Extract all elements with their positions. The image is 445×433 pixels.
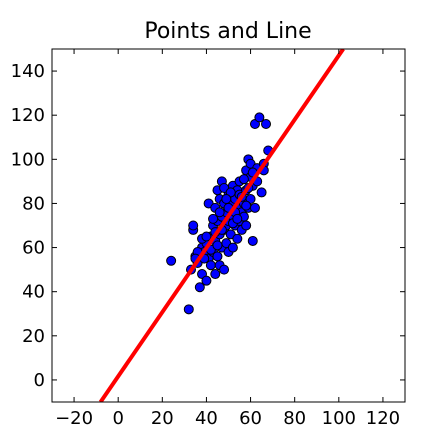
fit-line (98, 49, 345, 402)
y-tick-label: 60 (22, 238, 45, 259)
y-tick-label: 40 (22, 282, 45, 303)
data-point (210, 269, 221, 280)
x-tick-label: 100 (322, 408, 356, 429)
data-point (227, 242, 238, 253)
x-tick-label: −20 (55, 408, 93, 429)
data-point (212, 240, 223, 251)
x-tick-label: 40 (195, 408, 218, 429)
data-point (238, 174, 249, 185)
data-point (241, 200, 252, 211)
data-point (261, 119, 272, 130)
data-point (188, 220, 199, 231)
data-point (219, 264, 230, 275)
y-tick-label: 100 (11, 149, 45, 170)
data-point (201, 231, 212, 242)
data-point (208, 213, 219, 224)
x-tick-label: 80 (283, 408, 306, 429)
y-tick-label: 20 (22, 326, 45, 347)
data-point (232, 233, 243, 244)
data-point (247, 235, 258, 246)
y-tick-label: 120 (11, 105, 45, 126)
plot-frame (51, 48, 406, 403)
axes-layer: −20 0 20 40 60 80 100 120 0 20 40 60 80 100 120 140 (11, 48, 406, 429)
data-point (249, 202, 260, 213)
data-point (256, 187, 267, 198)
x-tick-label: 60 (239, 408, 262, 429)
data-point (183, 304, 194, 315)
data-point (201, 275, 212, 286)
data-point (194, 282, 205, 293)
data-point (254, 112, 265, 123)
data-point (232, 213, 243, 224)
chart-title: Points and Line (144, 19, 311, 44)
x-tick-label: 0 (112, 408, 123, 429)
data-point (166, 255, 177, 266)
y-tick-label: 80 (22, 193, 45, 214)
data-point (214, 207, 225, 218)
data-point (241, 220, 252, 231)
data-point (221, 194, 232, 205)
y-tick-label: 140 (11, 61, 45, 82)
x-tick-label: 20 (151, 408, 174, 429)
x-tick-label: 120 (366, 408, 400, 429)
data-layer (98, 49, 345, 402)
y-tick-label: 0 (34, 370, 45, 391)
